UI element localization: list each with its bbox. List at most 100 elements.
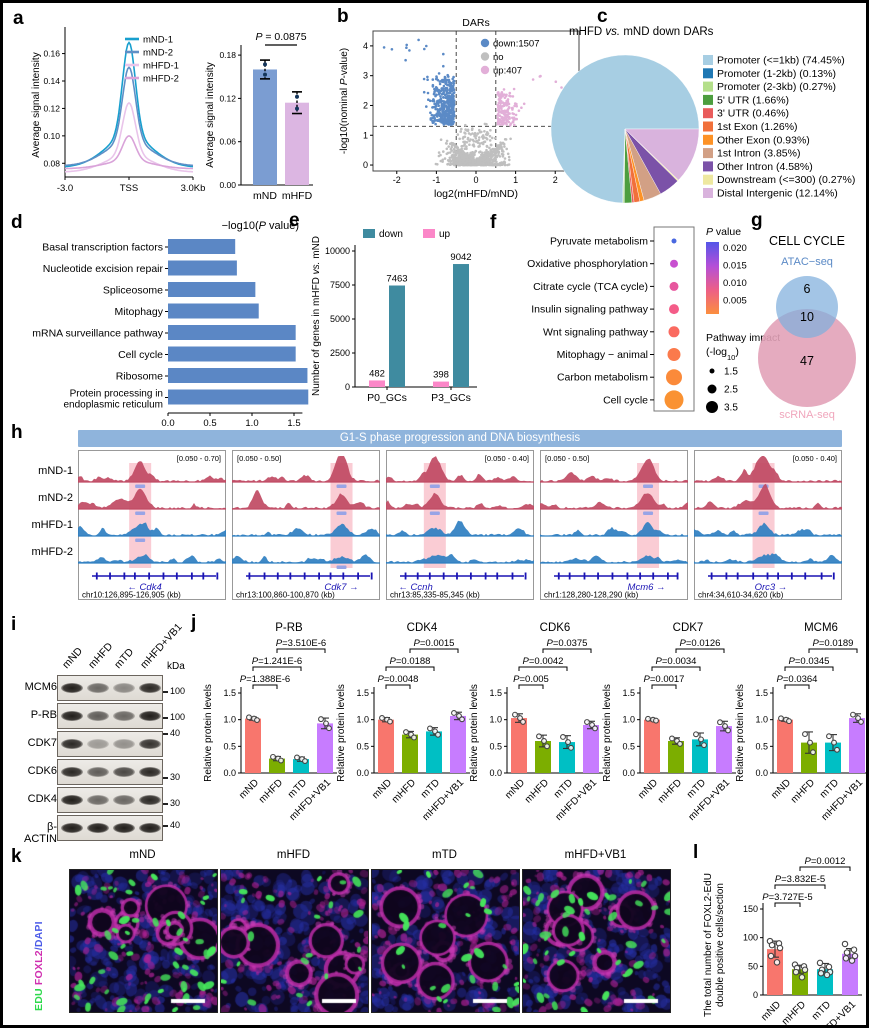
svg-text:Mitophagy − animal: Mitophagy − animal bbox=[557, 349, 648, 361]
svg-text:3: 3 bbox=[363, 71, 368, 81]
svg-text:chr1:128,280-128,290 (kb): chr1:128,280-128,290 (kb) bbox=[544, 591, 639, 600]
svg-text:Nucleotide excision repair: Nucleotide excision repair bbox=[43, 263, 164, 275]
panel-label-h: h bbox=[11, 422, 23, 443]
svg-text:Ribosome: Ribosome bbox=[116, 371, 163, 383]
svg-text:-3.0: -3.0 bbox=[57, 183, 73, 194]
svg-text:Average signal intensity: Average signal intensity bbox=[205, 62, 216, 167]
svg-text:MCM6: MCM6 bbox=[804, 622, 838, 634]
svg-text:0.5: 0.5 bbox=[203, 418, 216, 429]
panel-label-l: l bbox=[693, 842, 699, 863]
svg-text:1.0: 1.0 bbox=[489, 715, 502, 725]
blot-band bbox=[113, 795, 135, 805]
kegg-pathway-bar-chart: −log10(P value) Basal transcription facto… bbox=[32, 220, 309, 429]
svg-text:0.020: 0.020 bbox=[723, 243, 747, 254]
stain-FOXL2: FOXL2 bbox=[33, 950, 45, 986]
svg-text:482: 482 bbox=[369, 368, 385, 379]
blot-strip-CDK6 bbox=[57, 759, 163, 785]
svg-text:up: up bbox=[439, 229, 451, 240]
svg-text:ATAC−seq: ATAC−seq bbox=[781, 256, 833, 268]
svg-text:TSS: TSS bbox=[120, 183, 138, 194]
svg-text:1st Exon (1.26%): 1st Exon (1.26%) bbox=[717, 121, 798, 133]
svg-text:chr13:85,335-85,345 (kb): chr13:85,335-85,345 (kb) bbox=[390, 591, 480, 600]
svg-text:Mcm6 →: Mcm6 → bbox=[628, 582, 666, 593]
svg-text:7500: 7500 bbox=[330, 280, 350, 290]
svg-text:chr4:34,610-34,620 (kb): chr4:34,610-34,620 (kb) bbox=[698, 591, 784, 600]
svg-text:P=0.0017: P=0.0017 bbox=[644, 674, 685, 685]
svg-text:5' UTR (1.66%): 5' UTR (1.66%) bbox=[717, 94, 789, 106]
svg-text:Relative protein levels: Relative protein levels bbox=[336, 684, 347, 782]
svg-text:mHFD: mHFD bbox=[257, 777, 285, 805]
svg-text:mHFD: mHFD bbox=[789, 777, 817, 805]
svg-text:P=0.0189: P=0.0189 bbox=[813, 638, 854, 649]
svg-text:(-log10): (-log10) bbox=[706, 346, 739, 362]
svg-text:0: 0 bbox=[345, 382, 350, 392]
panel-label-b: b bbox=[337, 6, 349, 27]
stain-: / bbox=[33, 985, 45, 989]
svg-text:10000: 10000 bbox=[325, 246, 350, 256]
lane-label-mTD: mTD bbox=[112, 646, 137, 671]
track-label-mND-2: mND-2 bbox=[38, 492, 73, 504]
svg-text:double positive cells/section: double positive cells/section bbox=[715, 883, 726, 1007]
blot-strip-P-RB bbox=[57, 703, 163, 729]
panel-label-i: i bbox=[11, 614, 17, 635]
svg-text:0.0: 0.0 bbox=[223, 768, 236, 778]
svg-text:0.010: 0.010 bbox=[723, 278, 747, 289]
kda-marker: 40 bbox=[170, 820, 181, 830]
svg-text:CDK7: CDK7 bbox=[673, 622, 704, 634]
svg-text:-log10(nominal P-value): -log10(nominal P-value) bbox=[339, 48, 350, 154]
stain-EDU: EDU bbox=[33, 988, 45, 1011]
svg-text:2: 2 bbox=[363, 100, 368, 110]
panel-label-j: j bbox=[191, 612, 197, 633]
svg-text:1st Intron (3.85%): 1st Intron (3.85%) bbox=[717, 148, 800, 160]
svg-text:Other Exon (0.93%): Other Exon (0.93%) bbox=[717, 134, 810, 146]
svg-text:0: 0 bbox=[473, 175, 478, 185]
svg-text:mND: mND bbox=[253, 190, 277, 202]
svg-text:0.08: 0.08 bbox=[43, 158, 60, 168]
svg-text:[0.050 - 0.50]: [0.050 - 0.50] bbox=[545, 454, 589, 463]
svg-text:P=0.0048: P=0.0048 bbox=[378, 674, 419, 685]
blot-label-MCM6: MCM6 bbox=[24, 681, 57, 693]
svg-text:0.5: 0.5 bbox=[622, 741, 635, 751]
svg-text:P0_GCs: P0_GCs bbox=[367, 392, 407, 404]
blot-label-CDK7: CDK7 bbox=[27, 737, 57, 749]
svg-text:4: 4 bbox=[363, 41, 368, 51]
ovary-section-image-mTD bbox=[371, 869, 520, 1013]
venn-diagram: CELL CYCLE ATAC−seq 6 10 47 scRNA-seq bbox=[758, 234, 856, 421]
blot-band bbox=[61, 739, 83, 749]
svg-text:P=0.0034: P=0.0034 bbox=[656, 656, 697, 667]
svg-text:← Cdk4: ← Cdk4 bbox=[127, 582, 161, 593]
blot-band bbox=[139, 683, 161, 693]
kda-marker: 30 bbox=[170, 798, 181, 808]
svg-text:down: down bbox=[379, 229, 403, 240]
svg-text:P=0.0012: P=0.0012 bbox=[805, 856, 846, 867]
panel-label-a: a bbox=[13, 8, 24, 29]
genome-track-Cdk7: [0.050 - 0.50] Cdk7 →chr13:100,860-100,87… bbox=[232, 450, 380, 600]
svg-text:Carbon metabolism: Carbon metabolism bbox=[557, 372, 648, 384]
svg-text:mHFD: mHFD bbox=[390, 777, 418, 805]
svg-text:P=0.0042: P=0.0042 bbox=[523, 656, 564, 667]
blot-label-β-ACTIN: β-ACTIN bbox=[24, 821, 57, 845]
svg-text:10: 10 bbox=[800, 310, 814, 324]
svg-text:2: 2 bbox=[553, 175, 558, 185]
blot-strip-CDK4 bbox=[57, 787, 163, 813]
svg-text:CDK6: CDK6 bbox=[540, 622, 571, 634]
svg-text:Basal transcription factors: Basal transcription factors bbox=[42, 242, 163, 254]
svg-text:0.5: 0.5 bbox=[755, 741, 768, 751]
svg-text:1: 1 bbox=[513, 175, 518, 185]
panel-label-d: d bbox=[11, 212, 23, 233]
svg-text:P=0.0375: P=0.0375 bbox=[547, 638, 588, 649]
svg-text:150: 150 bbox=[743, 904, 758, 914]
svg-text:Promoter (1-2kb) (0.13%): Promoter (1-2kb) (0.13%) bbox=[717, 68, 836, 80]
kda-marker: 30 bbox=[170, 772, 181, 782]
volcano-plot: DARs -2 -1 0 1 2 0 1 2 3 4 down:1507 no up:407 log2(mH… bbox=[339, 17, 580, 200]
svg-text:1.0: 1.0 bbox=[356, 715, 369, 725]
svg-text:-2: -2 bbox=[393, 175, 401, 185]
signal-intensity-bar-chart: 0.00 0.06 0.12 0.18 mND mHFD P = 0.0875 Average… bbox=[205, 31, 313, 202]
svg-text:100: 100 bbox=[743, 933, 758, 943]
svg-text:0: 0 bbox=[753, 990, 758, 1000]
svg-text:1.0: 1.0 bbox=[223, 715, 236, 725]
svg-text:−log10(P value): −log10(P value) bbox=[222, 220, 299, 232]
svg-text:0.18: 0.18 bbox=[219, 50, 236, 60]
